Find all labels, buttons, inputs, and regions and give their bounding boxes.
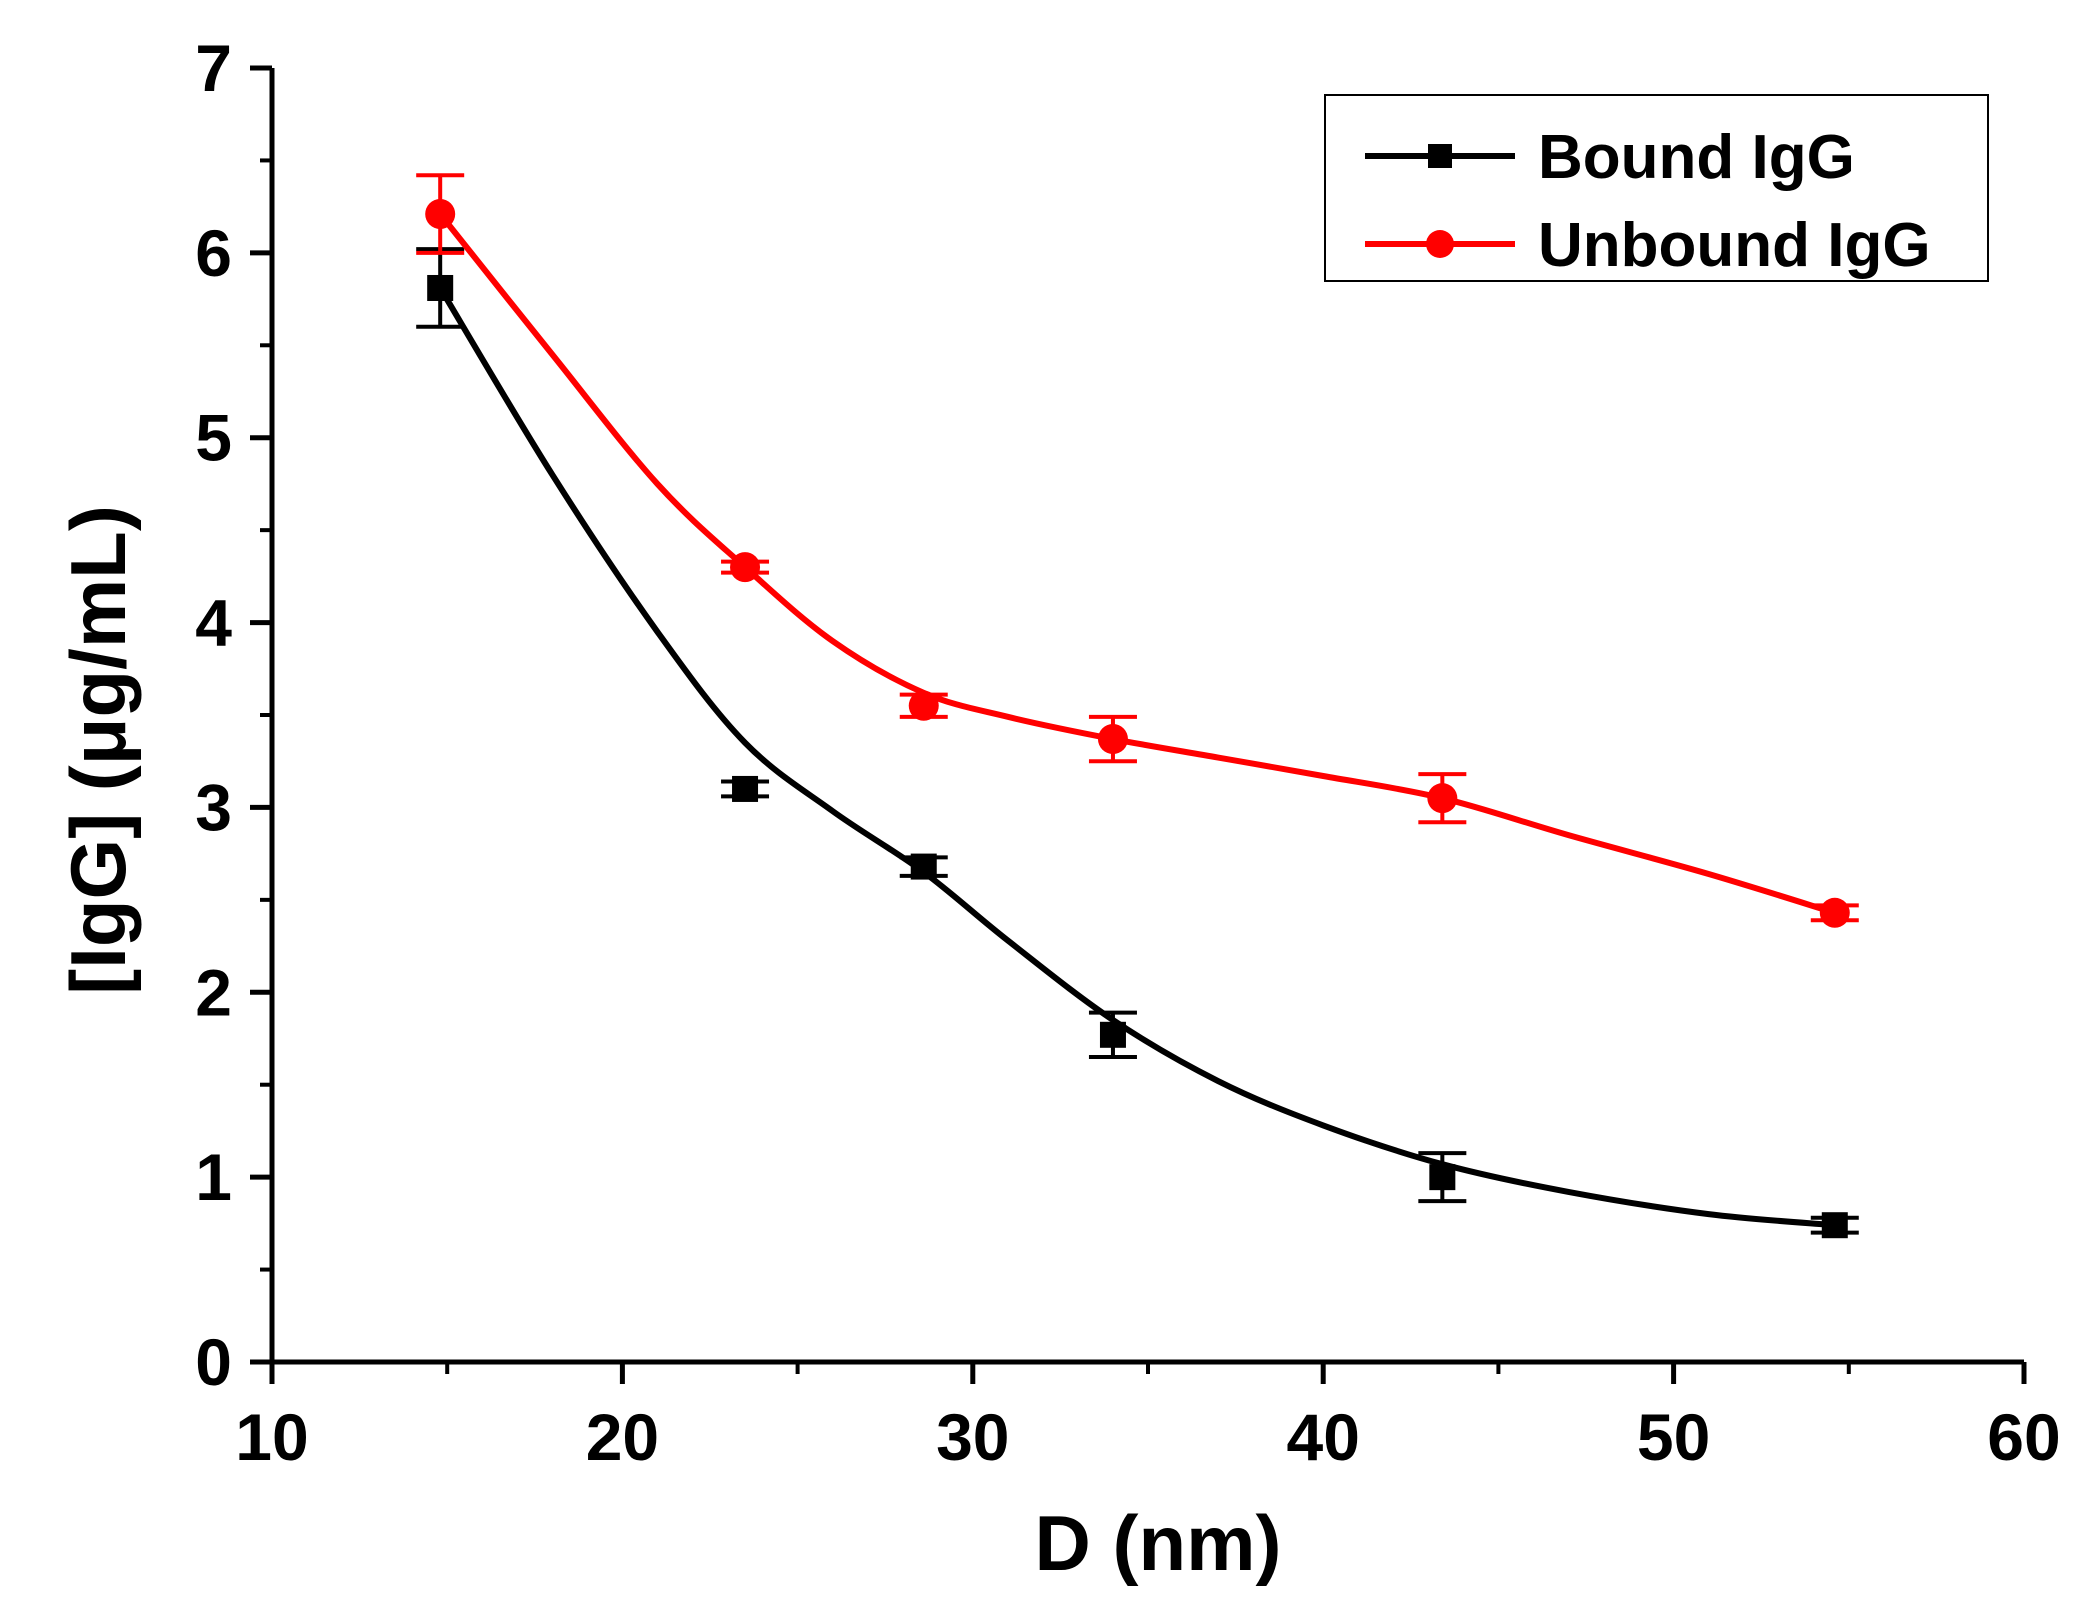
x-tick-label: 10 xyxy=(235,1400,308,1474)
data-point-bound xyxy=(1099,1021,1126,1048)
x-tick-label: 60 xyxy=(1987,1400,2060,1474)
axes-layer: 10 20 30 40 50 60 0 1 2 3 4 5 6 7 xyxy=(195,31,2060,1474)
y-axis-title: [IgG] (μg/mL) xyxy=(54,505,142,995)
legend: Bound IgG Unbound IgG xyxy=(1324,94,1989,282)
x-tick-label: 40 xyxy=(1286,1400,1359,1474)
data-point-bound xyxy=(732,775,759,802)
legend-label-unbound: Unbound IgG xyxy=(1538,211,1931,280)
legend-marker-bound xyxy=(1428,144,1452,168)
y-tick-label: 5 xyxy=(195,401,232,475)
series-line-bound xyxy=(437,286,1836,1229)
y-tick-label: 1 xyxy=(195,1140,232,1214)
data-point-bound xyxy=(1821,1212,1848,1239)
legend-marker-unbound xyxy=(1426,230,1454,258)
y-tick-label: 2 xyxy=(195,955,232,1029)
series-line-unbound xyxy=(437,212,1836,916)
data-point-bound xyxy=(1429,1164,1456,1191)
y-tick-label: 0 xyxy=(195,1325,232,1399)
y-tick-label: 3 xyxy=(195,770,232,844)
data-point-unbound xyxy=(908,690,939,721)
x-tick-label: 50 xyxy=(1637,1400,1710,1474)
plot-layer xyxy=(416,173,1859,1239)
y-tick-label: 6 xyxy=(195,216,232,290)
legend-label-bound: Bound IgG xyxy=(1538,123,1855,192)
data-point-unbound xyxy=(425,199,456,230)
data-point-unbound xyxy=(730,552,761,583)
y-tick-label: 4 xyxy=(195,586,232,660)
y-tick-label: 7 xyxy=(195,31,232,105)
data-point-unbound xyxy=(1097,724,1128,755)
x-axis-title: D (nm) xyxy=(1035,1499,1282,1587)
data-point-unbound xyxy=(1819,897,1850,928)
data-point-bound xyxy=(910,853,937,880)
x-tick-label: 30 xyxy=(936,1400,1009,1474)
data-point-bound xyxy=(427,274,454,301)
x-tick-label: 20 xyxy=(586,1400,659,1474)
data-point-unbound xyxy=(1427,783,1458,814)
